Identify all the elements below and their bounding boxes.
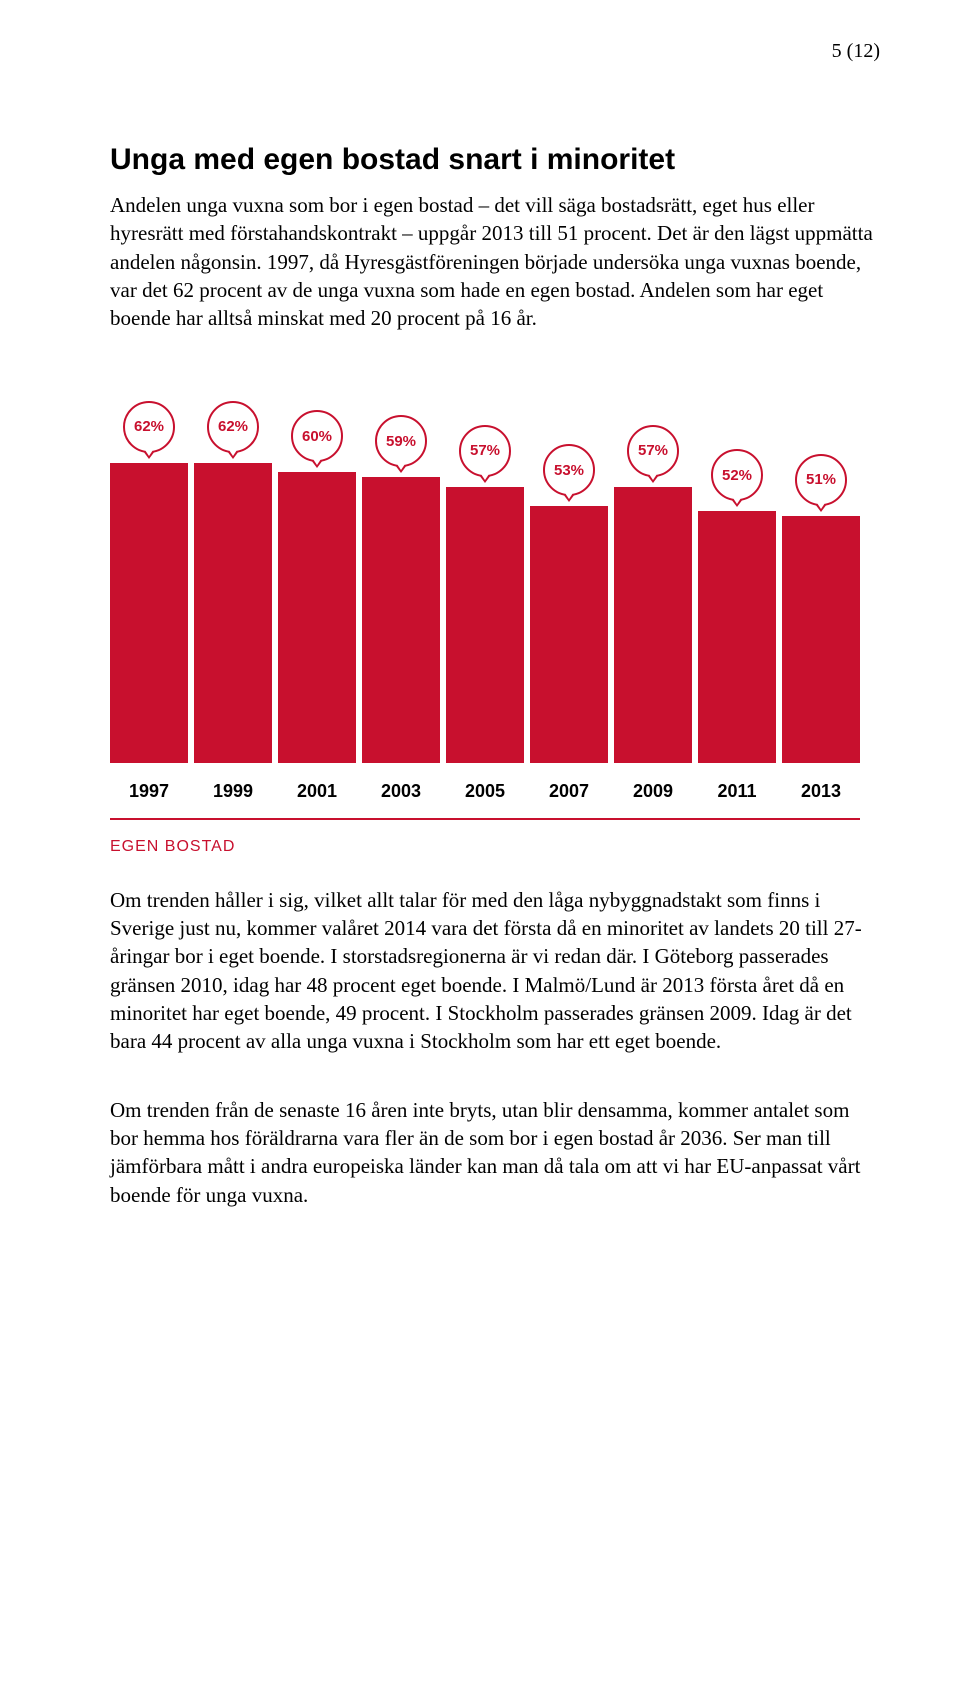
chart-xaxis: 1997 1999 2001 2003 2005 2007 2009 2011 2013 (110, 781, 860, 802)
value-pin: 57% (459, 425, 511, 477)
value-pin: 52% (711, 449, 763, 501)
bar (278, 472, 356, 762)
document-page: 5 (12) Unga med egen bostad snart i mino… (0, 0, 960, 1289)
chart-bars: 62% 62% 60% 59% 57% 53% 57% 52% 51% (110, 383, 860, 763)
xaxis-label: 2013 (782, 781, 860, 802)
xaxis-label: 2011 (698, 781, 776, 802)
bar (698, 511, 776, 763)
bar (194, 463, 272, 763)
chart-rule (110, 818, 860, 820)
bar (614, 487, 692, 763)
xaxis-label: 1997 (110, 781, 188, 802)
xaxis-label: 2001 (278, 781, 356, 802)
value-pin: 62% (207, 401, 259, 453)
value-pin: 51% (795, 454, 847, 506)
bar-column: 59% (362, 383, 440, 763)
page-number: 5 (12) (110, 40, 880, 63)
value-pin: 53% (543, 444, 595, 496)
bar-column: 52% (698, 383, 776, 763)
bar-column: 53% (530, 383, 608, 763)
own-housing-chart: 62% 62% 60% 59% 57% 53% 57% 52% 51% 1997 1999 2001… (110, 383, 880, 856)
bar-column: 57% (614, 383, 692, 763)
value-pin: 60% (291, 410, 343, 462)
value-pin: 57% (627, 425, 679, 477)
bar (782, 516, 860, 763)
bar-column: 62% (194, 383, 272, 763)
bar (110, 463, 188, 763)
xaxis-label: 2003 (362, 781, 440, 802)
xaxis-label: 2005 (446, 781, 524, 802)
xaxis-label: 1999 (194, 781, 272, 802)
chart-caption: EGEN BOSTAD (110, 838, 880, 856)
paragraph-2: Om trenden håller i sig, vilket allt tal… (110, 886, 880, 1056)
bar (362, 477, 440, 762)
value-pin: 59% (375, 415, 427, 467)
xaxis-label: 2007 (530, 781, 608, 802)
bar-column: 60% (278, 383, 356, 763)
bar-column: 51% (782, 383, 860, 763)
bar-column: 62% (110, 383, 188, 763)
chart-area: 62% 62% 60% 59% 57% 53% 57% 52% 51% (110, 383, 860, 763)
bar (446, 487, 524, 763)
bar-column: 57% (446, 383, 524, 763)
xaxis-label: 2009 (614, 781, 692, 802)
bar (530, 506, 608, 762)
paragraph-1: Andelen unga vuxna som bor i egen bostad… (110, 191, 880, 333)
value-pin: 62% (123, 401, 175, 453)
page-heading: Unga med egen bostad snart i minoritet (110, 143, 880, 177)
paragraph-3: Om trenden från de senaste 16 åren inte … (110, 1096, 880, 1209)
